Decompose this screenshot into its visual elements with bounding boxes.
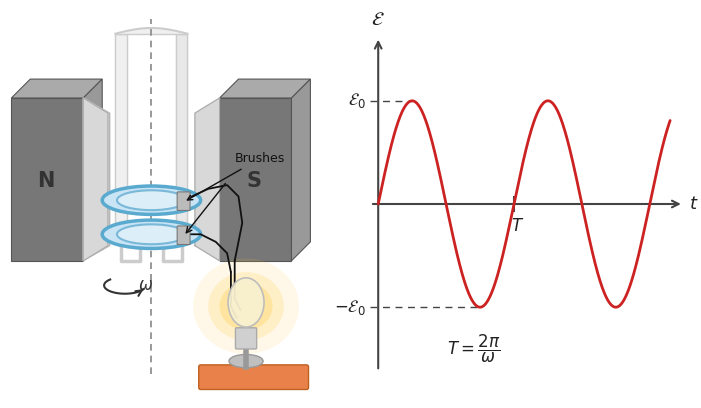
FancyBboxPatch shape <box>236 328 257 349</box>
Polygon shape <box>83 98 108 261</box>
FancyBboxPatch shape <box>177 226 190 244</box>
Ellipse shape <box>117 224 186 244</box>
Ellipse shape <box>193 259 299 354</box>
Polygon shape <box>219 79 311 98</box>
Text: $\omega$: $\omega$ <box>138 276 154 294</box>
FancyBboxPatch shape <box>199 365 308 390</box>
Polygon shape <box>219 98 292 261</box>
Polygon shape <box>83 79 102 261</box>
Polygon shape <box>116 33 127 234</box>
Ellipse shape <box>208 272 284 340</box>
Text: $-\mathcal{E}_0$: $-\mathcal{E}_0$ <box>334 298 366 317</box>
Ellipse shape <box>102 220 200 248</box>
Text: $\mathcal{E}$: $\mathcal{E}$ <box>372 9 385 29</box>
Text: $T$: $T$ <box>511 217 524 235</box>
Polygon shape <box>11 98 83 261</box>
Polygon shape <box>11 79 102 98</box>
FancyBboxPatch shape <box>177 192 190 211</box>
Ellipse shape <box>102 186 200 215</box>
Text: S: S <box>246 171 261 191</box>
Ellipse shape <box>228 278 264 327</box>
Ellipse shape <box>229 355 263 368</box>
Text: $t$: $t$ <box>689 195 699 213</box>
Text: N: N <box>36 171 54 191</box>
Polygon shape <box>83 98 110 261</box>
Text: $T = \dfrac{2\pi}{\omega}$: $T = \dfrac{2\pi}{\omega}$ <box>447 333 500 365</box>
Polygon shape <box>176 33 187 234</box>
Polygon shape <box>195 98 219 261</box>
Polygon shape <box>292 79 311 261</box>
Text: Brushes: Brushes <box>187 152 285 200</box>
Ellipse shape <box>219 282 273 330</box>
Text: $\mathcal{E}_0$: $\mathcal{E}_0$ <box>348 91 366 110</box>
Ellipse shape <box>117 190 186 210</box>
